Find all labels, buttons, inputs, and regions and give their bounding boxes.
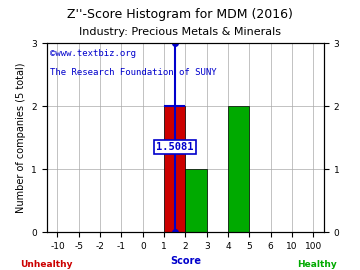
Text: ©www.textbiz.org: ©www.textbiz.org [50, 49, 136, 58]
Bar [228, 106, 249, 232]
Text: 1.5081: 1.5081 [156, 142, 193, 152]
Bar [164, 106, 185, 232]
Text: Industry: Precious Metals & Minerals: Industry: Precious Metals & Minerals [79, 27, 281, 37]
Text: Healthy: Healthy [297, 260, 337, 269]
X-axis label: Score: Score [170, 256, 201, 266]
Bar [185, 169, 207, 232]
Text: Z''-Score Histogram for MDM (2016): Z''-Score Histogram for MDM (2016) [67, 8, 293, 21]
Text: Unhealthy: Unhealthy [21, 260, 73, 269]
Text: The Research Foundation of SUNY: The Research Foundation of SUNY [50, 68, 216, 77]
Y-axis label: Number of companies (5 total): Number of companies (5 total) [16, 62, 26, 213]
